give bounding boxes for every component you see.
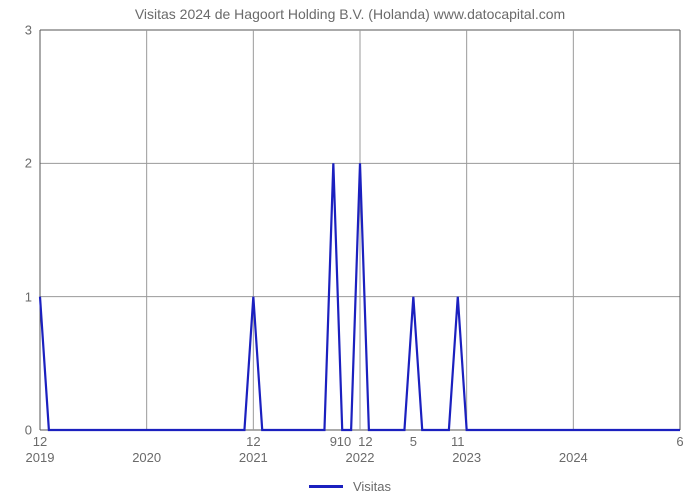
x-year-label: 2019 [26, 450, 55, 465]
x-value-label: 12 [246, 434, 260, 449]
x-year-label: 2021 [239, 450, 268, 465]
x-year-label: 2023 [452, 450, 481, 465]
x-value-label: 6 [676, 434, 683, 449]
x-value-label: 10 [337, 434, 351, 449]
x-value-label: 11 [451, 434, 465, 449]
legend-swatch [309, 485, 343, 488]
chart-title: Visitas 2024 de Hagoort Holding B.V. (Ho… [0, 6, 700, 22]
y-tick-label: 3 [25, 23, 32, 38]
plot-area: 0123121291012511620192020202120222023202… [40, 30, 680, 430]
legend-label: Visitas [353, 479, 391, 494]
chart-root: Visitas 2024 de Hagoort Holding B.V. (Ho… [0, 0, 700, 500]
y-tick-label: 1 [25, 289, 32, 304]
x-value-label: 12 [33, 434, 47, 449]
y-tick-label: 2 [25, 156, 32, 171]
plot-svg [40, 30, 680, 430]
x-year-label: 2022 [346, 450, 375, 465]
x-year-label: 2024 [559, 450, 588, 465]
y-tick-label: 0 [25, 423, 32, 438]
x-year-label: 2020 [132, 450, 161, 465]
legend: Visitas [0, 479, 700, 494]
x-value-label: 5 [410, 434, 417, 449]
x-value-label: 12 [358, 434, 372, 449]
